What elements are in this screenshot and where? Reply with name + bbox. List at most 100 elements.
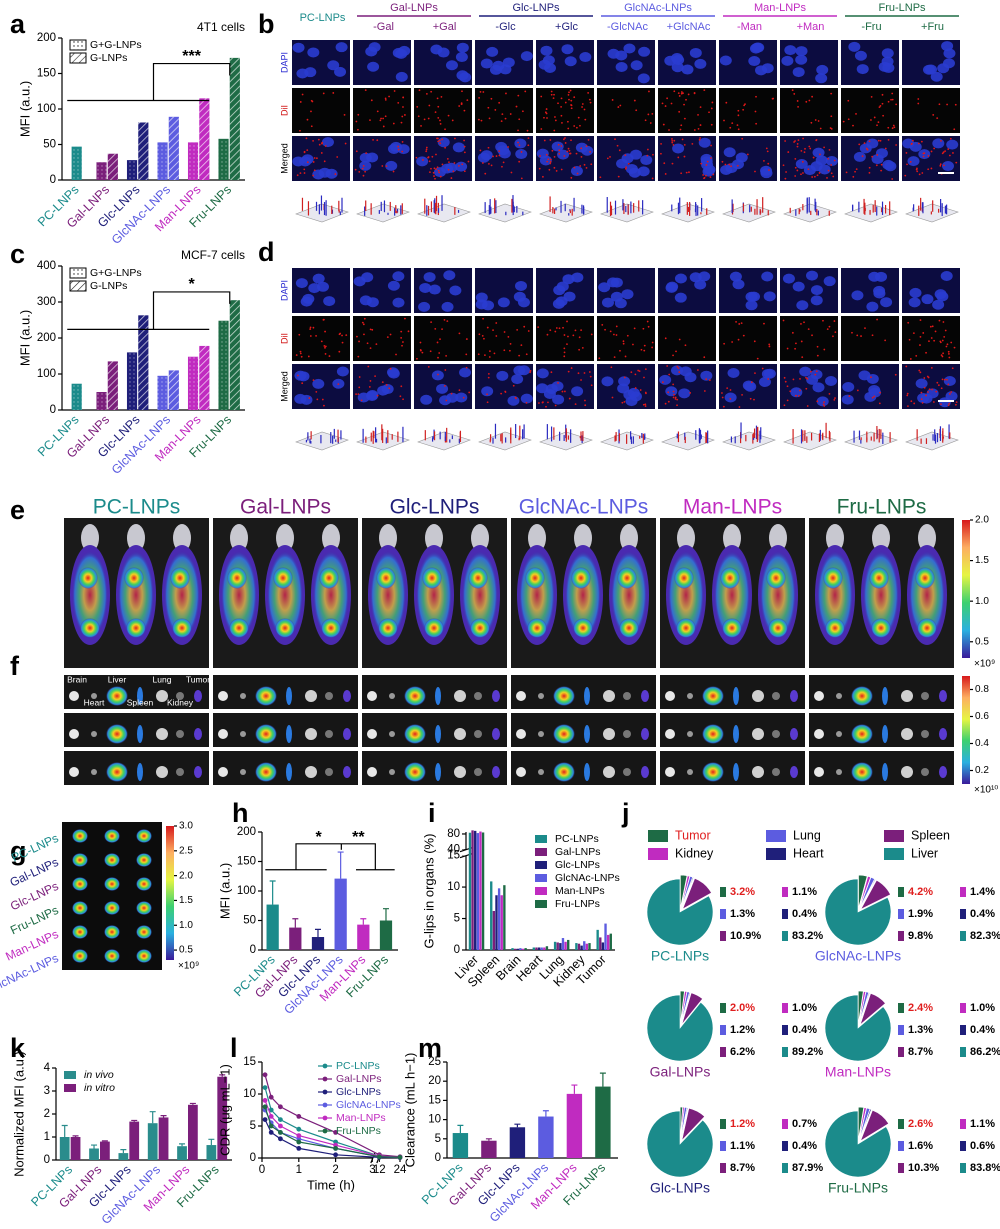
- nucleus: [792, 281, 805, 292]
- nucleus: [610, 291, 623, 302]
- bar: [532, 947, 535, 950]
- dii-signal: [667, 391, 670, 394]
- dii-signal: [613, 356, 616, 359]
- dii-signal: [800, 323, 802, 325]
- dii-signal: [624, 154, 627, 157]
- dii-signal: [416, 357, 418, 360]
- dii-signal: [583, 108, 586, 111]
- dii-signal: [746, 153, 749, 156]
- dii-signal: [553, 156, 556, 158]
- legend-label: Man-LNPs: [555, 885, 605, 897]
- dii-signal: [439, 122, 442, 125]
- dii-signal: [550, 93, 553, 96]
- legend-label: Glc-LNPs: [555, 859, 600, 871]
- dii-signal: [301, 93, 304, 96]
- image-bg: [64, 675, 209, 709]
- pie-slice: [679, 990, 685, 1025]
- value-label: 0.4%: [792, 908, 817, 920]
- organ-image: [362, 751, 507, 785]
- dii-signal: [589, 150, 591, 153]
- nucleus: [672, 143, 685, 154]
- nucleus: [812, 147, 825, 158]
- nucleus: [823, 276, 836, 287]
- surface-frame: [783, 203, 837, 223]
- dii-signal: [568, 152, 571, 155]
- micrograph: [719, 40, 777, 85]
- organ-image: [511, 713, 656, 747]
- dii-signal: [671, 138, 673, 140]
- dii-signal: [369, 380, 372, 382]
- y-tick-label: 0: [250, 944, 256, 956]
- value-label: 10.3%: [908, 1162, 939, 1174]
- legend-label: Heart: [793, 846, 824, 860]
- dii-signal: [802, 137, 804, 140]
- dii-signal: [397, 148, 400, 151]
- micrograph: [658, 88, 716, 133]
- dii-signal: [369, 119, 371, 122]
- dii-signal: [477, 353, 480, 356]
- organ-label: Spleen: [127, 697, 154, 707]
- x-axis-label: Time (h): [307, 1177, 355, 1192]
- significance-bracket: [152, 291, 231, 330]
- bar: [188, 1104, 198, 1160]
- organ-image: [511, 675, 656, 709]
- y-tick-label: 10: [447, 881, 460, 893]
- organ-image: [64, 751, 209, 785]
- organ: [790, 766, 798, 778]
- nucleus: [825, 376, 838, 387]
- image-bg: [809, 751, 954, 785]
- dii-signal: [936, 381, 939, 384]
- dii-signal: [729, 126, 732, 129]
- nucleus: [496, 370, 509, 381]
- nucleus: [918, 149, 931, 160]
- bar: [59, 1137, 70, 1160]
- nucleus: [782, 273, 795, 284]
- dii-signal: [808, 99, 811, 102]
- dii-signal: [938, 319, 941, 322]
- dii-signal: [622, 342, 625, 345]
- dii-signal: [465, 366, 468, 369]
- dii-signal: [708, 379, 711, 381]
- value-label: 89.2%: [792, 1046, 823, 1058]
- organ: [851, 762, 873, 782]
- data-point: [262, 1098, 268, 1103]
- dii-signal: [919, 319, 922, 321]
- nucleus: [689, 47, 702, 58]
- organ: [901, 690, 913, 702]
- nucleus: [455, 52, 468, 63]
- nucleus: [934, 289, 947, 300]
- mouse-signal: [170, 567, 190, 589]
- dii-signal: [563, 355, 566, 358]
- value-label: 0.4%: [792, 1024, 817, 1036]
- dii-signal: [452, 170, 455, 173]
- dii-signal: [940, 139, 942, 142]
- micrograph-bg: [841, 88, 899, 133]
- dii-signal: [811, 95, 814, 98]
- dii-signal: [911, 142, 913, 145]
- value-label: 83.8%: [970, 1162, 1000, 1174]
- bar: [289, 927, 302, 950]
- dii-signal: [742, 108, 745, 111]
- tumor: [72, 829, 88, 843]
- dii-signal: [827, 169, 830, 172]
- dii-signal: [502, 161, 505, 164]
- dii-signal: [567, 127, 570, 130]
- dii-signal: [487, 146, 490, 149]
- dii-signal: [906, 392, 909, 395]
- dii-signal: [494, 109, 497, 111]
- dii-signal: [312, 326, 315, 329]
- nucleus: [796, 300, 809, 311]
- micrograph: [719, 88, 777, 133]
- surface-frame: [417, 203, 471, 223]
- dii-signal: [917, 142, 920, 145]
- surface-plot: [600, 197, 654, 223]
- pie-slice: [681, 1107, 706, 1142]
- nucleus: [536, 148, 549, 159]
- mouse-signal: [468, 567, 488, 589]
- dii-signal: [355, 120, 358, 123]
- dii-signal: [651, 177, 654, 180]
- dii-signal: [324, 345, 327, 348]
- dii-signal: [435, 168, 438, 171]
- pie-slice: [859, 878, 876, 909]
- nucleus: [723, 147, 736, 158]
